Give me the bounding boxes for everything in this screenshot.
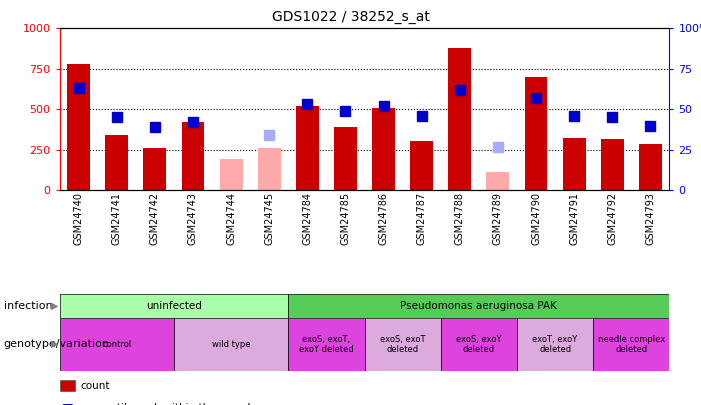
Bar	[593, 318, 669, 371]
Bar	[182, 122, 205, 190]
Bar	[365, 318, 441, 371]
Bar	[67, 64, 90, 190]
Text: exoT, exoY
deleted: exoT, exoY deleted	[533, 335, 578, 354]
Text: control: control	[102, 340, 131, 349]
Bar	[219, 159, 243, 190]
Text: GDS1022 / 38252_s_at: GDS1022 / 38252_s_at	[271, 10, 430, 24]
Bar	[486, 172, 510, 190]
Text: uninfected: uninfected	[146, 301, 202, 311]
Text: genotype/variation: genotype/variation	[4, 339, 109, 349]
Bar	[258, 148, 280, 190]
Bar	[105, 135, 128, 190]
Bar	[60, 318, 174, 371]
Bar	[174, 318, 288, 371]
Text: exoS, exoT,
exoY deleted: exoS, exoT, exoY deleted	[299, 335, 354, 354]
Text: exoS, exoY
deleted: exoS, exoY deleted	[456, 335, 502, 354]
Text: exoS, exoT
deleted: exoS, exoT deleted	[380, 335, 426, 354]
Bar	[517, 318, 593, 371]
Bar	[334, 127, 357, 190]
Bar	[372, 108, 395, 190]
Bar	[441, 318, 517, 371]
Bar	[296, 106, 319, 190]
Text: percentile rank within the sample: percentile rank within the sample	[81, 403, 257, 405]
Bar	[563, 138, 585, 190]
Text: ▶: ▶	[50, 339, 58, 349]
Text: needle complex
deleted: needle complex deleted	[598, 335, 665, 354]
Bar	[601, 139, 624, 190]
Bar	[144, 148, 166, 190]
Text: ■: ■	[62, 401, 73, 405]
Text: count: count	[81, 381, 110, 391]
Text: wild type: wild type	[212, 340, 250, 349]
Text: infection: infection	[4, 301, 52, 311]
Bar	[288, 318, 365, 371]
Bar	[410, 141, 433, 190]
Bar	[639, 144, 662, 190]
Bar	[449, 48, 471, 190]
Text: ▶: ▶	[50, 301, 58, 311]
Text: Pseudomonas aeruginosa PAK: Pseudomonas aeruginosa PAK	[400, 301, 557, 311]
Bar	[288, 294, 669, 318]
Bar	[60, 294, 288, 318]
Bar	[524, 77, 547, 190]
